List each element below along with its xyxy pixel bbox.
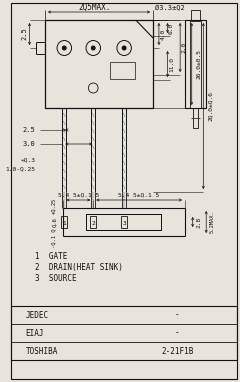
Text: 2.5: 2.5 bbox=[23, 127, 35, 133]
Text: 2Q.0±Q.6: 2Q.0±Q.6 bbox=[208, 91, 213, 121]
Text: 26.0±0.5: 26.0±0.5 bbox=[196, 49, 201, 79]
Text: 1: 1 bbox=[62, 220, 66, 225]
Bar bbox=[61, 216, 67, 228]
Bar bbox=[185, 20, 206, 108]
Bar bbox=[45, 20, 153, 108]
Circle shape bbox=[63, 46, 66, 50]
Text: 1.0-Q.25: 1.0-Q.25 bbox=[5, 167, 35, 172]
Text: 1  GATE: 1 GATE bbox=[35, 252, 68, 261]
Text: -: - bbox=[175, 329, 180, 338]
Text: 3.0: 3.0 bbox=[23, 141, 35, 147]
Text: 2.8: 2.8 bbox=[196, 216, 201, 228]
Circle shape bbox=[122, 46, 126, 50]
Text: +Q.25: +Q.25 bbox=[52, 198, 57, 214]
Text: JEDEC: JEDEC bbox=[26, 311, 49, 319]
Text: 2: 2 bbox=[91, 220, 95, 225]
Text: 3  SOURCE: 3 SOURCE bbox=[35, 274, 77, 283]
Text: Q.6: Q.6 bbox=[52, 217, 57, 227]
Text: 2.5: 2.5 bbox=[22, 28, 28, 40]
Text: Ø3.3±Q2: Ø3.3±Q2 bbox=[155, 4, 185, 10]
Bar bbox=[121, 216, 127, 228]
Bar bbox=[85, 214, 161, 230]
Bar bbox=[11, 306, 237, 360]
Text: TOSHIBA: TOSHIBA bbox=[26, 346, 58, 356]
Bar bbox=[90, 216, 96, 228]
Circle shape bbox=[91, 46, 95, 50]
Text: 4.0: 4.0 bbox=[160, 28, 165, 40]
Text: EIAJ: EIAJ bbox=[26, 329, 44, 338]
Bar bbox=[191, 10, 200, 21]
Text: 6.0: 6.0 bbox=[169, 23, 174, 34]
Text: 11.0: 11.0 bbox=[169, 57, 174, 71]
Text: 5.4 5±Q.1 5: 5.4 5±Q.1 5 bbox=[58, 193, 99, 197]
Text: 2.0: 2.0 bbox=[181, 42, 186, 53]
Text: -: - bbox=[175, 311, 180, 319]
Text: 5.2MAX.: 5.2MAX. bbox=[210, 210, 215, 233]
Text: +Q.3: +Q.3 bbox=[20, 157, 35, 162]
Text: 3: 3 bbox=[122, 220, 126, 225]
Bar bbox=[110, 62, 135, 79]
Text: 5.4 5±Q.1 5: 5.4 5±Q.1 5 bbox=[119, 193, 160, 197]
Text: 2-21F1B: 2-21F1B bbox=[161, 346, 193, 356]
Text: 2Q5MAX.: 2Q5MAX. bbox=[78, 3, 110, 11]
Text: -Q.1 Q: -Q.1 Q bbox=[52, 228, 57, 248]
Text: 2  DRAIN(HEAT SINK): 2 DRAIN(HEAT SINK) bbox=[35, 263, 123, 272]
Bar bbox=[193, 108, 198, 128]
